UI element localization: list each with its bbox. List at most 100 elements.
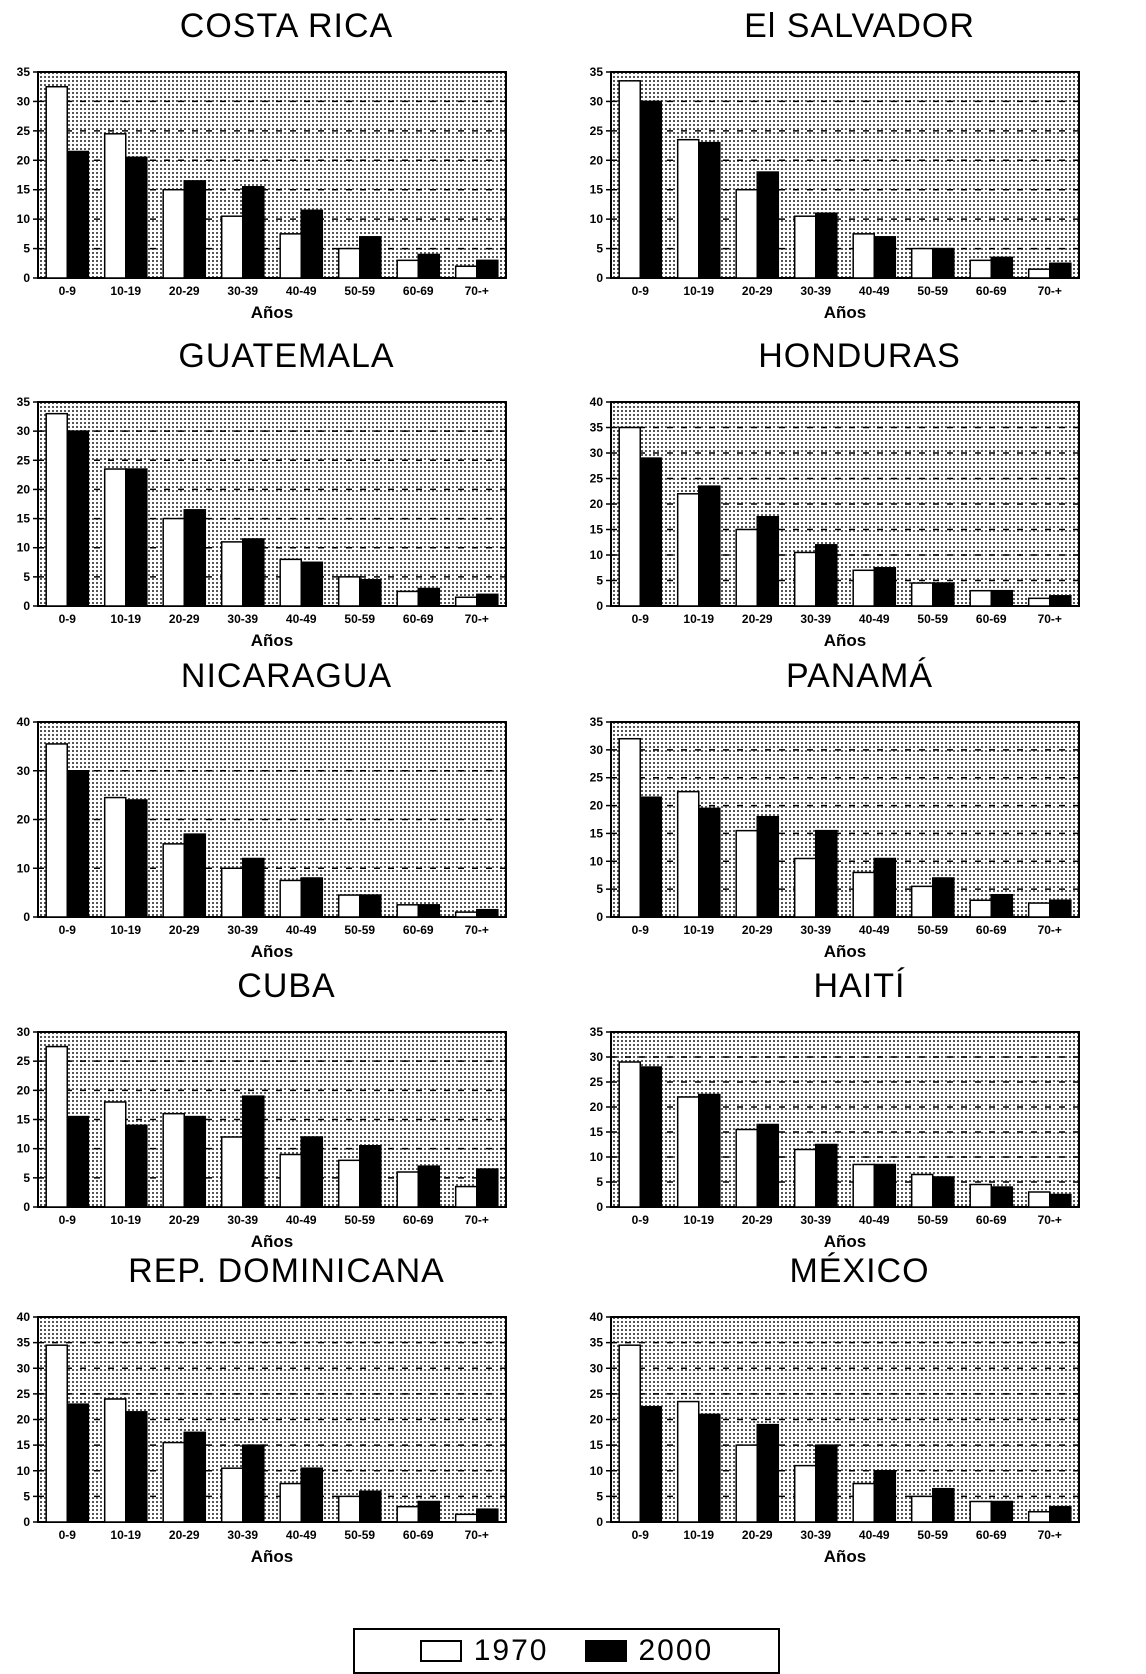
y-tick-label: 10 xyxy=(17,1464,31,1478)
y-tick-label: 15 xyxy=(590,1438,604,1452)
y-tick-label: 15 xyxy=(17,183,31,197)
bar-2000-30-39 xyxy=(242,1095,265,1208)
y-tick-label: 20 xyxy=(17,153,31,167)
chart-title: CUBA xyxy=(237,967,336,1005)
bar-chart-panama: 0 5 10 15 20 25 30 35 0-9 10-19 20-29 30-39 40-49 50-… xyxy=(590,715,1080,961)
y-tick-label: 20 xyxy=(590,1413,604,1427)
bar-2000-50-59 xyxy=(932,582,955,607)
bar-2000-20-29 xyxy=(756,516,780,607)
chart-panel-nicaragua: NICARAGUA 0 10 20 30 40 0-9 10-19 20-29 30-39 40-4… xyxy=(0,650,573,980)
x-tick-label: 10-19 xyxy=(110,1213,141,1227)
y-tick-label: 5 xyxy=(596,242,603,256)
x-axis-label: Años xyxy=(251,942,294,961)
x-tick-label: 0-9 xyxy=(632,612,650,626)
x-tick-label: 0-9 xyxy=(59,1213,77,1227)
x-tick-label: 20-29 xyxy=(742,1213,773,1227)
bar-2000-70 xyxy=(1049,595,1072,607)
bar-1970-20-29 xyxy=(735,188,759,279)
x-tick-label: 40-49 xyxy=(859,1213,890,1227)
y-tick-label: 35 xyxy=(17,65,31,79)
x-tick-label: 0-9 xyxy=(632,1528,650,1542)
bar-2000-40-49 xyxy=(873,857,897,918)
bar-1970-30-39 xyxy=(793,215,817,279)
bar-2000-60-69 xyxy=(417,253,441,279)
x-tick-label: 60-69 xyxy=(976,284,1007,298)
bar-2000-0-9 xyxy=(639,1405,663,1523)
bar-1970-20-29 xyxy=(735,1444,759,1523)
y-tick-label: 20 xyxy=(590,153,604,167)
bar-1970-20-29 xyxy=(162,1112,186,1208)
y-tick-label: 25 xyxy=(17,453,31,467)
x-tick-label: 50-59 xyxy=(917,612,948,626)
bar-1970-10-19 xyxy=(676,493,700,607)
y-tick-label: 0 xyxy=(596,271,603,285)
x-tick-label: 50-59 xyxy=(917,923,948,937)
bar-2000-40-49 xyxy=(873,567,897,607)
bar-2000-50-59 xyxy=(359,236,382,279)
bar-1970-70 xyxy=(1027,268,1051,279)
x-tick-label: 40-49 xyxy=(286,923,317,937)
bar-1970-70 xyxy=(1027,902,1051,918)
bar-1970-0-9 xyxy=(618,80,641,279)
x-tick-label: 40-49 xyxy=(859,612,890,626)
bar-1970-0-9 xyxy=(45,1344,68,1523)
bar-2000-70 xyxy=(1049,1193,1072,1208)
chart-panel-el-salvador: El SALVADOR 0 5 10 15 20 25 30 35 0-9 10-19 20-29 30… xyxy=(573,0,1146,330)
x-tick-label: 30-39 xyxy=(227,923,258,937)
y-tick-label: 25 xyxy=(590,1387,604,1401)
x-tick-label: 10-19 xyxy=(110,923,141,937)
y-tick-label: 25 xyxy=(590,771,604,785)
legend-swatch-1970 xyxy=(419,1640,462,1662)
bar-1970-70 xyxy=(454,1513,478,1523)
bar-1970-40-49 xyxy=(279,558,303,607)
x-tick-label: 40-49 xyxy=(859,923,890,937)
bar-2000-0-9 xyxy=(639,796,663,918)
bar-1970-60-69 xyxy=(969,259,993,279)
chart-panel-rep-dominicana: REP. DOMINICANA 0 5 10 15 20 25 30 35 40 0-9 10-19 2… xyxy=(0,1245,573,1575)
bar-1970-60-69 xyxy=(396,1171,420,1208)
bar-1970-30-39 xyxy=(220,867,244,918)
x-tick-label: 30-39 xyxy=(800,1213,831,1227)
x-tick-label: 50-59 xyxy=(344,612,375,626)
bar-2000-50-59 xyxy=(359,1145,382,1208)
bar-2000-20-29 xyxy=(183,1115,207,1208)
bar-1970-0-9 xyxy=(618,737,641,918)
bar-1970-50-59 xyxy=(910,247,934,279)
y-tick-label: 25 xyxy=(17,1387,31,1401)
x-tick-label: 60-69 xyxy=(976,1528,1007,1542)
bar-2000-20-29 xyxy=(183,833,207,918)
y-tick-label: 25 xyxy=(590,472,604,486)
bar-2000-10-19 xyxy=(125,468,148,607)
bar-1970-50-59 xyxy=(337,1159,361,1208)
bar-1970-0-9 xyxy=(45,412,68,607)
chart-panel-honduras: HONDURAS 0 5 10 15 20 25 30 35 40 0-9 10-19 20-29 30-… xyxy=(573,330,1146,660)
bar-2000-50-59 xyxy=(359,894,382,918)
y-tick-label: 0 xyxy=(596,1515,603,1529)
bar-2000-60-69 xyxy=(990,256,1014,279)
x-tick-label: 10-19 xyxy=(110,612,141,626)
bar-1970-70 xyxy=(454,596,478,607)
bar-2000-40-49 xyxy=(300,1467,324,1523)
x-tick-label: 50-59 xyxy=(917,1528,948,1542)
chart-title: HONDURAS xyxy=(758,337,961,375)
bar-2000-30-39 xyxy=(815,544,838,607)
bar-1970-70 xyxy=(1027,1191,1051,1208)
x-tick-label: 40-49 xyxy=(859,284,890,298)
x-tick-label: 50-59 xyxy=(344,1528,375,1542)
y-tick-label: 10 xyxy=(590,1150,604,1164)
bar-1970-60-69 xyxy=(396,1505,420,1523)
bar-2000-30-39 xyxy=(242,1444,265,1523)
bar-2000-60-69 xyxy=(417,1500,441,1523)
x-tick-label: 20-29 xyxy=(742,923,773,937)
bar-1970-40-49 xyxy=(279,233,303,279)
x-tick-label: 0-9 xyxy=(59,612,77,626)
y-tick-label: 35 xyxy=(590,715,604,729)
bar-2000-0-9 xyxy=(66,150,90,279)
x-tick-label: 50-59 xyxy=(917,1213,948,1227)
bar-1970-70 xyxy=(454,265,478,279)
x-tick-label: 10-19 xyxy=(683,923,714,937)
y-tick-label: 5 xyxy=(23,1171,30,1185)
bar-1970-40-49 xyxy=(852,233,876,279)
bar-1970-60-69 xyxy=(969,1500,993,1523)
x-tick-label: 0-9 xyxy=(59,1528,77,1542)
